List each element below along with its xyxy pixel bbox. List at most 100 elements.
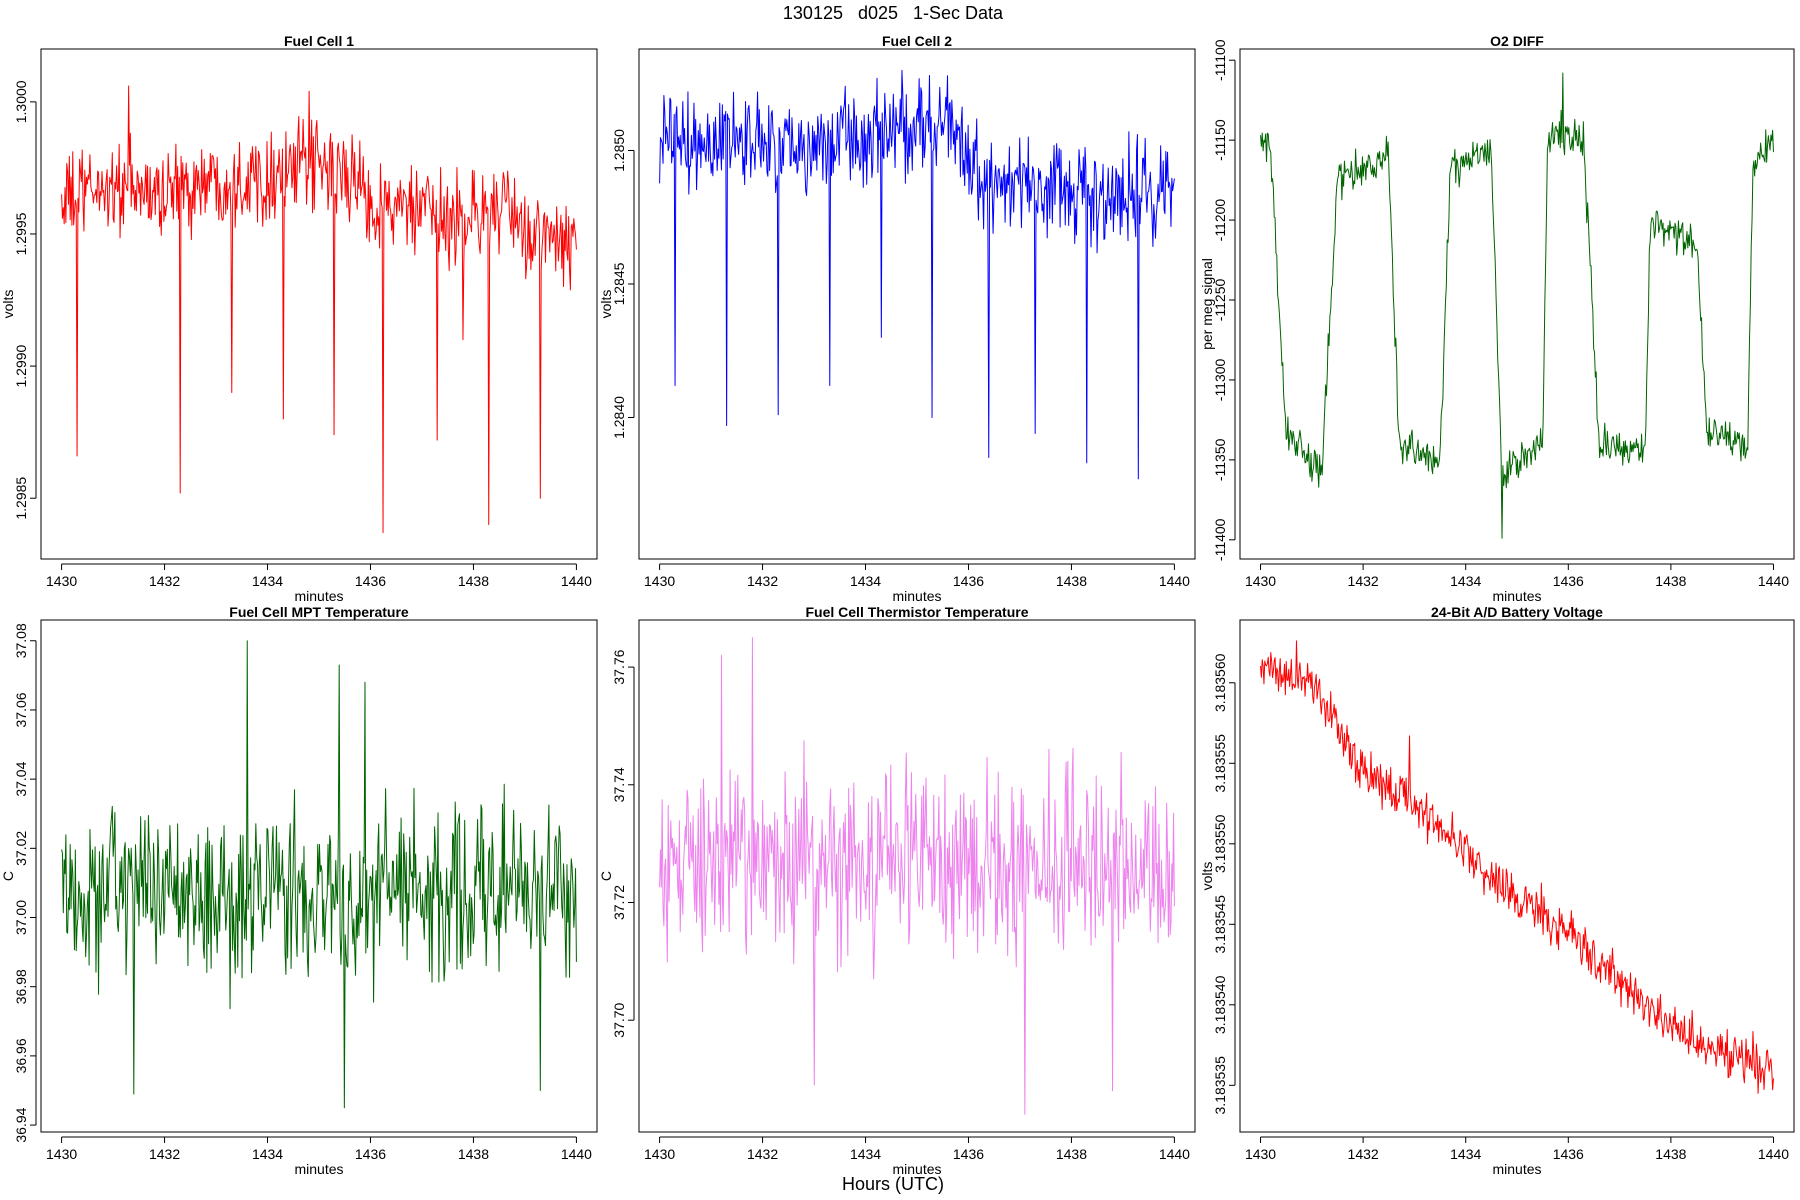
panel-24-bit-a-d-battery-voltage-x-tick-label: 1440 (1758, 1146, 1789, 1162)
panel-fuel-cell-1-x-tick-label: 1438 (458, 573, 489, 589)
panel-24-bit-a-d-battery-voltage-y-tick-label: 3.183540 (1212, 975, 1228, 1034)
panel-fuel-cell-mpt-temperature-title: Fuel Cell MPT Temperature (229, 604, 409, 620)
panel-fuel-cell-2-x-tick-label: 1430 (644, 573, 675, 589)
panel-fuel-cell-2-frame (638, 48, 1196, 560)
panel-24-bit-a-d-battery-voltage-title: 24-Bit A/D Battery Voltage (1431, 604, 1603, 620)
panel-fuel-cell-thermistor-temperature-x-label: minutes (892, 1161, 941, 1177)
panel-o2-diff-y-tick-label: -11100 (1212, 39, 1228, 81)
panel-o2-diff-y-tick-label: -11150 (1212, 119, 1228, 161)
panel-fuel-cell-1: Fuel Cell 1 1430 1432 1434 1436 1438 1440 minut… (0, 33, 598, 604)
panel-fuel-cell-thermistor-temperature-frame (638, 619, 1196, 1133)
panel-o2-diff-x-tick-label: 1438 (1655, 573, 1686, 589)
panel-fuel-cell-2-title: Fuel Cell 2 (882, 33, 952, 49)
panel-24-bit-a-d-battery-voltage-y-tick-label: 3.183550 (1212, 814, 1228, 873)
panel-24-bit-a-d-battery-voltage-y-tick-label: 3.183545 (1212, 895, 1228, 954)
panel-fuel-cell-2-series-line (659, 69, 1175, 480)
panel-fuel-cell-1-x-tick-label: 1432 (149, 573, 180, 589)
panel-o2-diff-y-tick-label: -11250 (1212, 279, 1228, 322)
panel-24-bit-a-d-battery-voltage-y-label: volts (1199, 862, 1215, 891)
panel-fuel-cell-thermistor-temperature-y-tick-label: 37.70 (611, 1002, 627, 1037)
panel-o2-diff-x-tick-label: 1440 (1758, 573, 1789, 589)
panel-fuel-cell-1-title: Fuel Cell 1 (284, 33, 354, 49)
figure-x-axis-label: Hours (UTC) (842, 1174, 944, 1194)
panel-fuel-cell-mpt-temperature-x-tick-label: 1430 (46, 1146, 77, 1162)
panel-o2-diff-y-tick-label: -11400 (1212, 518, 1228, 561)
panel-fuel-cell-1-frame (40, 48, 598, 560)
panel-fuel-cell-2-x-tick-label: 1440 (1159, 573, 1190, 589)
panel-fuel-cell-thermistor-temperature-x-tick-label: 1440 (1159, 1146, 1190, 1162)
panel-fuel-cell-1-y-tick-label: 1.2995 (13, 212, 29, 255)
panel-fuel-cell-1-x-tick-label: 1434 (252, 573, 283, 589)
panel-fuel-cell-2: Fuel Cell 2 1430 1432 1434 1436 1438 1440 minut… (598, 33, 1196, 604)
panel-24-bit-a-d-battery-voltage-y-tick-label: 3.183535 (1212, 1056, 1228, 1115)
panel-fuel-cell-mpt-temperature-x-tick-label: 1440 (561, 1146, 592, 1162)
panel-fuel-cell-mpt-temperature-y-tick-label: 37.02 (13, 831, 29, 866)
panel-24-bit-a-d-battery-voltage: 24-Bit A/D Battery Voltage 1430 1432 1434 14… (1199, 604, 1795, 1177)
panel-fuel-cell-1-y-tick-label: 1.2990 (13, 344, 29, 387)
panel-fuel-cell-2-y-tick-label: 1.2850 (611, 129, 627, 172)
panel-o2-diff-y-label: per meg signal (1199, 258, 1215, 350)
figure-title: 130125 d025 1-Sec Data (783, 3, 1004, 23)
panel-o2-diff-x-tick-label: 1434 (1450, 573, 1481, 589)
panel-fuel-cell-2-x-tick-label: 1434 (850, 573, 881, 589)
panel-fuel-cell-thermistor-temperature-title: Fuel Cell Thermistor Temperature (805, 604, 1028, 620)
panel-fuel-cell-mpt-temperature-y-tick-label: 37.00 (13, 900, 29, 935)
panel-fuel-cell-1-x-tick-label: 1430 (46, 573, 77, 589)
panel-fuel-cell-1-x-label: minutes (294, 588, 343, 604)
panel-fuel-cell-mpt-temperature-x-label: minutes (294, 1161, 343, 1177)
panel-24-bit-a-d-battery-voltage-frame (1239, 619, 1795, 1133)
panel-fuel-cell-2-x-label: minutes (892, 588, 941, 604)
panel-fuel-cell-thermistor-temperature-x-tick-label: 1436 (953, 1146, 984, 1162)
panel-fuel-cell-thermistor-temperature-y-tick-label: 37.76 (611, 649, 627, 684)
panel-fuel-cell-mpt-temperature-y-tick-label: 36.98 (13, 969, 29, 1004)
panel-fuel-cell-mpt-temperature-y-label: C (0, 871, 16, 881)
panel-24-bit-a-d-battery-voltage-x-tick-label: 1434 (1450, 1146, 1481, 1162)
panel-fuel-cell-mpt-temperature-y-tick-label: 36.96 (13, 1038, 29, 1073)
panel-o2-diff: O2 DIFF 1430 1432 1434 1436 1438 1440 minutes -1… (1199, 33, 1795, 604)
panel-fuel-cell-mpt-temperature: Fuel Cell MPT Temperature 1430 1432 1434 143… (0, 604, 598, 1177)
panel-fuel-cell-mpt-temperature-y-tick-label: 37.06 (13, 692, 29, 727)
panel-o2-diff-y-tick-label: -11350 (1212, 438, 1228, 481)
panel-fuel-cell-thermistor-temperature-y-tick-label: 37.72 (611, 885, 627, 920)
panel-o2-diff-x-label: minutes (1492, 588, 1541, 604)
panel-fuel-cell-thermistor-temperature-y-tick-label: 37.74 (611, 767, 627, 802)
panel-fuel-cell-mpt-temperature-frame (40, 619, 598, 1133)
panel-fuel-cell-1-x-tick-label: 1436 (355, 573, 386, 589)
panel-fuel-cell-1-y-label: volts (0, 290, 16, 319)
panel-o2-diff-x-tick-label: 1436 (1553, 573, 1584, 589)
panel-24-bit-a-d-battery-voltage-x-tick-label: 1430 (1245, 1146, 1276, 1162)
panel-fuel-cell-mpt-temperature-y-tick-label: 36.94 (13, 1107, 29, 1142)
panel-fuel-cell-mpt-temperature-x-tick-label: 1438 (458, 1146, 489, 1162)
panel-fuel-cell-thermistor-temperature-series-line (659, 637, 1175, 1115)
panel-grid: Fuel Cell 1 1430 1432 1434 1436 1438 1440 minut… (0, 33, 1795, 1177)
panel-fuel-cell-thermistor-temperature-x-tick-label: 1438 (1056, 1146, 1087, 1162)
panel-fuel-cell-thermistor-temperature-x-tick-label: 1432 (747, 1146, 778, 1162)
panel-o2-diff-y-tick-label: -11200 (1212, 199, 1228, 242)
panel-fuel-cell-mpt-temperature-x-tick-label: 1434 (252, 1146, 283, 1162)
panel-fuel-cell-mpt-temperature-series-line (61, 640, 577, 1109)
panel-fuel-cell-1-y-tick-label: 1.3000 (13, 80, 29, 123)
panel-fuel-cell-thermistor-temperature-y-label: C (598, 871, 614, 881)
panel-o2-diff-series-line (1260, 72, 1774, 539)
panel-fuel-cell-thermistor-temperature: Fuel Cell Thermistor Temperature 1430 1432… (598, 604, 1196, 1177)
panel-o2-diff-title: O2 DIFF (1490, 33, 1544, 49)
panel-fuel-cell-2-x-tick-label: 1438 (1056, 573, 1087, 589)
panel-fuel-cell-mpt-temperature-y-tick-label: 37.04 (13, 761, 29, 796)
panel-fuel-cell-1-series-line (61, 85, 577, 534)
panel-fuel-cell-mpt-temperature-x-tick-label: 1436 (355, 1146, 386, 1162)
panel-fuel-cell-1-x-tick-label: 1440 (561, 573, 592, 589)
panel-fuel-cell-thermistor-temperature-x-tick-label: 1430 (644, 1146, 675, 1162)
panel-fuel-cell-2-x-tick-label: 1432 (747, 573, 778, 589)
panel-24-bit-a-d-battery-voltage-x-tick-label: 1432 (1348, 1146, 1379, 1162)
panel-fuel-cell-2-y-tick-label: 1.2845 (611, 262, 627, 305)
panel-o2-diff-x-tick-label: 1432 (1348, 573, 1379, 589)
panel-24-bit-a-d-battery-voltage-y-tick-label: 3.183555 (1212, 734, 1228, 793)
panel-fuel-cell-thermistor-temperature-x-tick-label: 1434 (850, 1146, 881, 1162)
panel-fuel-cell-2-x-tick-label: 1436 (953, 573, 984, 589)
panel-o2-diff-x-tick-label: 1430 (1245, 573, 1276, 589)
panel-fuel-cell-2-y-label: volts (598, 290, 614, 319)
panel-24-bit-a-d-battery-voltage-y-tick-label: 3.183560 (1212, 653, 1228, 712)
panel-24-bit-a-d-battery-voltage-x-tick-label: 1438 (1655, 1146, 1686, 1162)
panel-fuel-cell-1-y-tick-label: 1.2985 (13, 477, 29, 520)
